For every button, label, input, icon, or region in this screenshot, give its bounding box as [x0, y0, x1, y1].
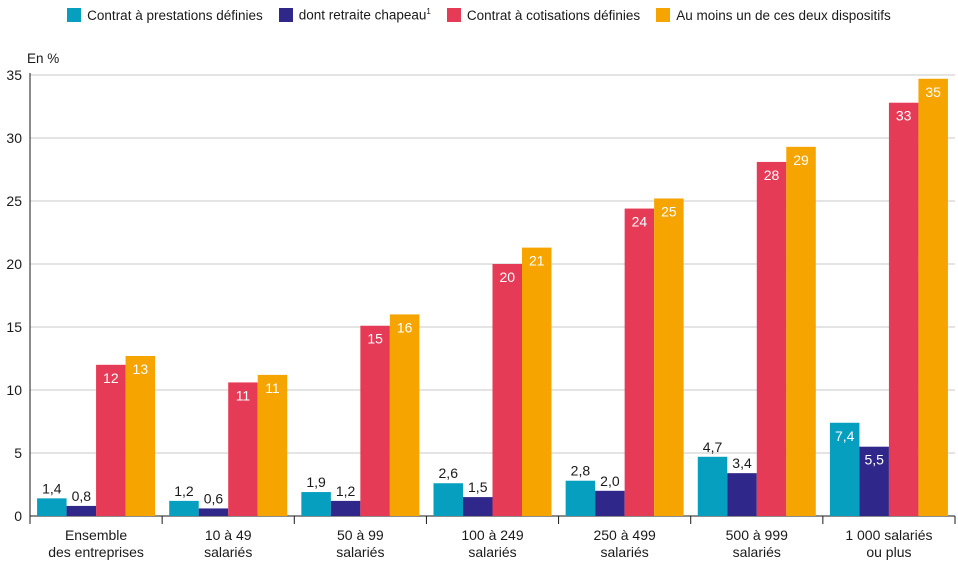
- bar: [727, 473, 757, 516]
- bar-value-label: 0,6: [204, 490, 224, 506]
- bar-value-label: 24: [632, 214, 648, 230]
- bar: [756, 161, 787, 516]
- y-axis-unit-label: En %: [27, 51, 59, 66]
- bar-value-label: 35: [925, 84, 941, 100]
- bar: [360, 325, 390, 516]
- y-tick-label: 30: [6, 130, 22, 146]
- x-category-label: des entreprises: [48, 544, 144, 560]
- legend-swatch: [446, 8, 461, 22]
- bar-value-label: 15: [367, 331, 383, 347]
- bar: [125, 355, 156, 516]
- bar-value-label: 11: [236, 387, 251, 403]
- y-tick-label: 10: [6, 382, 22, 398]
- bar: [301, 492, 331, 516]
- x-category-label: salariés: [336, 544, 384, 560]
- legend-swatch: [656, 8, 671, 22]
- x-category-label: salariés: [468, 544, 516, 560]
- bar: [859, 446, 889, 516]
- x-category-label: 500 à 999: [726, 527, 788, 543]
- footnote-marker: 1: [426, 7, 431, 17]
- x-category-label: 1 000 salariés: [845, 527, 932, 543]
- bar-value-label: 21: [529, 253, 545, 269]
- bar-value-label: 20: [499, 269, 515, 285]
- bar: [522, 247, 552, 516]
- legend-item-4: Au moins un de ces deux dispositifs: [656, 8, 891, 23]
- bar: [198, 508, 229, 516]
- bar-value-label: 16: [397, 319, 413, 335]
- bar-value-label: 13: [133, 361, 149, 377]
- bar-value-label: 1,2: [174, 483, 194, 499]
- bar-value-label: 3,4: [732, 455, 752, 471]
- bar: [654, 198, 684, 517]
- bar-value-label: 25: [661, 203, 677, 219]
- legend-label: Contrat à prestations définies: [87, 7, 263, 23]
- x-category-label: salariés: [601, 544, 649, 560]
- x-category-label: 100 à 249: [461, 527, 523, 543]
- legend-item-1: Contrat à prestations définies: [67, 8, 263, 23]
- bar-value-label: 2,8: [571, 463, 591, 479]
- y-tick-label: 20: [6, 256, 22, 272]
- bar-value-label: 33: [896, 108, 912, 124]
- bar: [888, 102, 919, 516]
- bar: [786, 146, 816, 516]
- bar-value-label: 7,4: [835, 428, 855, 444]
- bar: [66, 505, 97, 516]
- bar-value-label: 29: [793, 152, 809, 168]
- bar: [169, 500, 199, 516]
- bar-value-label: 1,2: [336, 483, 356, 499]
- bar: [565, 480, 596, 516]
- x-category-label: Ensemble: [65, 527, 127, 543]
- bar: [829, 422, 860, 516]
- chart-legend: Contrat à prestations définies dont retra…: [0, 0, 958, 30]
- x-category-label: salariés: [733, 544, 781, 560]
- bar-value-label: 12: [103, 370, 119, 386]
- bar: [624, 208, 655, 516]
- bar: [228, 382, 258, 516]
- legend-label: dont retraite chapeau1: [298, 7, 431, 23]
- bar-value-label: 0,8: [72, 488, 92, 504]
- bar-value-label: 4,7: [703, 439, 723, 455]
- y-tick-label: 0: [14, 508, 22, 524]
- legend-item-3: Contrat à cotisations définies: [446, 7, 641, 23]
- bar: [433, 483, 463, 516]
- bar-value-label: 2,6: [439, 465, 459, 481]
- y-tick-label: 25: [6, 193, 22, 209]
- legend-label: Au moins un de ces deux dispositifs: [676, 7, 891, 23]
- bar-value-label: 2,0: [600, 473, 620, 489]
- y-tick-label: 5: [14, 445, 22, 461]
- bar: [492, 264, 522, 516]
- bar: [463, 497, 493, 516]
- bar: [96, 364, 126, 516]
- x-category-label: 50 à 99: [337, 527, 384, 543]
- legend-label: Contrat à cotisations définies: [466, 7, 641, 23]
- bar-value-label: 28: [764, 167, 780, 183]
- bar-value-label: 1,9: [306, 474, 326, 490]
- bar-value-label: 5,5: [864, 452, 884, 468]
- x-category-label: 10 à 49: [205, 527, 252, 543]
- bar-value-label: 1,5: [468, 479, 488, 495]
- y-tick-label: 35: [6, 67, 22, 83]
- bar: [595, 490, 625, 516]
- bar: [257, 374, 288, 516]
- bar: [389, 314, 420, 516]
- legend-swatch: [67, 8, 82, 22]
- x-category-label: 250 à 499: [593, 527, 655, 543]
- bar: [918, 78, 948, 516]
- x-category-label: ou plus: [866, 544, 911, 560]
- bar-value-label: 1,4: [42, 480, 62, 496]
- bar: [697, 456, 728, 516]
- bar: [37, 498, 67, 516]
- bar-value-label: 11: [265, 380, 280, 396]
- x-category-label: salariés: [204, 544, 252, 560]
- y-tick-label: 15: [6, 319, 22, 335]
- legend-swatch: [278, 8, 293, 22]
- legend-item-2: dont retraite chapeau1: [278, 7, 431, 23]
- bar: [330, 500, 361, 516]
